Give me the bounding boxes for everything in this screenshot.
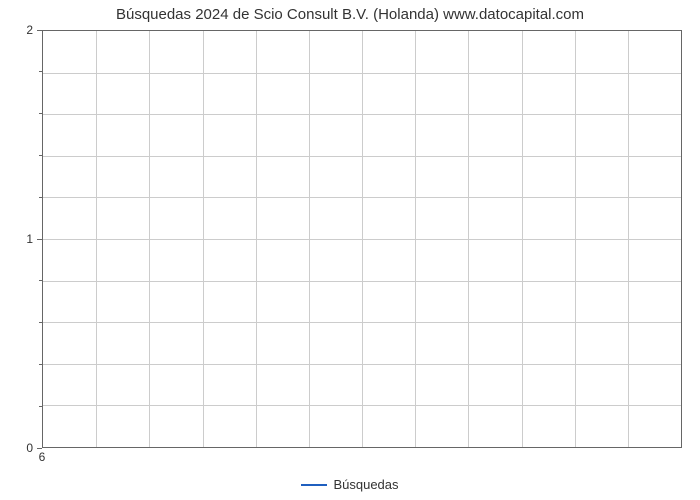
y-tick — [37, 30, 42, 31]
gridline-horizontal — [43, 239, 681, 240]
gridline-horizontal — [43, 114, 681, 115]
gridline-horizontal — [43, 364, 681, 365]
y-tick — [37, 448, 42, 449]
y-minor-tick — [39, 155, 42, 156]
x-tick-label: 6 — [27, 450, 57, 464]
gridline-horizontal — [43, 73, 681, 74]
gridline-horizontal — [43, 156, 681, 157]
gridline-horizontal — [43, 197, 681, 198]
y-tick — [37, 239, 42, 240]
y-tick-label: 2 — [13, 23, 33, 37]
y-minor-tick — [39, 406, 42, 407]
y-minor-tick — [39, 71, 42, 72]
gridline-horizontal — [43, 322, 681, 323]
plot-area — [42, 30, 682, 448]
chart-title: Búsquedas 2024 de Scio Consult B.V. (Hol… — [0, 6, 700, 23]
y-minor-tick — [39, 322, 42, 323]
y-minor-tick — [39, 280, 42, 281]
legend: Búsquedas — [0, 476, 700, 492]
y-minor-tick — [39, 197, 42, 198]
y-tick-label: 1 — [13, 232, 33, 246]
legend-line-swatch — [301, 484, 327, 486]
gridline-horizontal — [43, 281, 681, 282]
y-minor-tick — [39, 364, 42, 365]
y-minor-tick — [39, 113, 42, 114]
chart-container: Búsquedas 2024 de Scio Consult B.V. (Hol… — [0, 0, 700, 500]
legend-label: Búsquedas — [333, 477, 398, 492]
gridline-horizontal — [43, 405, 681, 406]
